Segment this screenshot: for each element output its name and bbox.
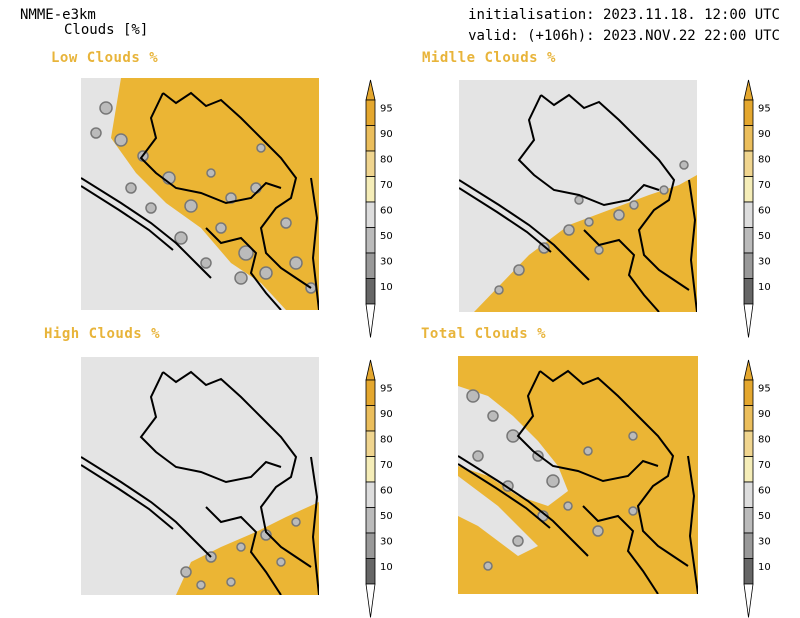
colorbar-label: 70: [380, 460, 393, 471]
colorbar-label: 30: [758, 256, 771, 267]
colorbar-label: 30: [380, 256, 393, 267]
colorbar-segment: [743, 150, 754, 177]
colorbar-segment: [743, 278, 754, 305]
colorbar-label: 90: [380, 409, 393, 420]
colorbar-label: 50: [758, 231, 771, 242]
colorbar-total: 95 90 80 70 60 50 30 10: [741, 359, 800, 618]
colorbar-segment: [743, 430, 754, 457]
valid-time: valid: (+106h): 2023.NOV.22 22:00 UTC: [468, 28, 780, 44]
colorbar-top-arrow: [743, 359, 754, 381]
colorbar-label: 95: [758, 103, 771, 114]
colorbar-segment: [743, 481, 754, 508]
colorbar-bottom-arrow: [743, 303, 754, 338]
colorbar-segment: [743, 176, 754, 203]
panel-title-low: Low Clouds %: [51, 50, 159, 66]
colorbar-middle: 95 90 80 70 60 50 30 10: [741, 79, 800, 338]
colorbar-label: 50: [380, 231, 393, 242]
colorbar-bottom-arrow: [743, 583, 754, 618]
colorbar-label: 60: [380, 485, 393, 496]
colorbar-label: 70: [380, 180, 393, 191]
colorbar-segment: [743, 532, 754, 559]
map-total-clouds: [458, 356, 698, 594]
colorbar-label: 30: [758, 536, 771, 547]
colorbar-label: 95: [758, 383, 771, 394]
colorbar-label: 90: [758, 129, 771, 140]
colorbar-segment: [365, 252, 376, 279]
colorbar-high: 95 90 80 70 60 50 30 10: [363, 359, 423, 618]
colorbar-segment: [743, 558, 754, 585]
colorbar-label: 50: [380, 511, 393, 522]
colorbar-top-arrow: [743, 79, 754, 101]
colorbar-segment: [743, 99, 754, 126]
colorbar-segment: [365, 481, 376, 508]
colorbar-label: 10: [758, 562, 771, 573]
colorbar-segment: [743, 405, 754, 432]
colorbar-segment: [365, 227, 376, 254]
colorbar-label: 95: [380, 383, 393, 394]
map-middle-clouds: [459, 80, 697, 312]
colorbar-segment: [743, 227, 754, 254]
colorbar-segment: [365, 201, 376, 228]
colorbar-label: 10: [380, 562, 393, 573]
colorbar-label: 50: [758, 511, 771, 522]
colorbar-segment: [365, 430, 376, 457]
colorbar-segment: [365, 99, 376, 126]
field-subtitle: Clouds [%]: [64, 22, 149, 38]
colorbar-segment: [365, 125, 376, 152]
colorbar-bottom-arrow: [365, 583, 376, 618]
colorbar-label: 80: [380, 154, 393, 165]
model-name: NMME-e3km: [20, 7, 96, 23]
colorbar-top-arrow: [365, 359, 376, 381]
colorbar-label: 10: [758, 282, 771, 293]
colorbar-segment: [365, 150, 376, 177]
colorbar-segment: [743, 252, 754, 279]
panel-title-middle: Midlle Clouds %: [422, 50, 556, 66]
colorbar-label: 60: [758, 205, 771, 216]
colorbar-bottom-arrow: [365, 303, 376, 338]
colorbar-segment: [743, 456, 754, 483]
map-high-clouds: [81, 357, 319, 595]
colorbar-label: 80: [758, 154, 771, 165]
colorbar-label: 70: [758, 180, 771, 191]
colorbar-segment: [365, 558, 376, 585]
colorbar-segment: [365, 405, 376, 432]
colorbar-segment: [365, 456, 376, 483]
colorbar-segment: [365, 507, 376, 534]
colorbar-label: 95: [380, 103, 393, 114]
colorbar-label: 80: [380, 434, 393, 445]
map-low-clouds: [81, 78, 319, 310]
colorbar-top-arrow: [365, 79, 376, 101]
colorbar-label: 70: [758, 460, 771, 471]
colorbar-segment: [743, 125, 754, 152]
colorbar-segment: [365, 278, 376, 305]
panel-title-total: Total Clouds %: [421, 326, 547, 342]
colorbar-label: 60: [380, 205, 393, 216]
colorbar-segment: [365, 379, 376, 406]
colorbar-segment: [743, 201, 754, 228]
colorbar-low: 95 90 80 70 60 50 30 10: [363, 79, 423, 338]
colorbar-segment: [365, 176, 376, 203]
colorbar-label: 80: [758, 434, 771, 445]
colorbar-label: 90: [380, 129, 393, 140]
colorbar-label: 30: [380, 536, 393, 547]
colorbar-segment: [743, 507, 754, 534]
panel-title-high: High Clouds %: [44, 326, 161, 342]
colorbar-segment: [365, 532, 376, 559]
colorbar-label: 90: [758, 409, 771, 420]
colorbar-label: 60: [758, 485, 771, 496]
colorbar-segment: [743, 379, 754, 406]
colorbar-label: 10: [380, 282, 393, 293]
initialisation-time: initialisation: 2023.11.18. 12:00 UTC: [468, 7, 780, 23]
